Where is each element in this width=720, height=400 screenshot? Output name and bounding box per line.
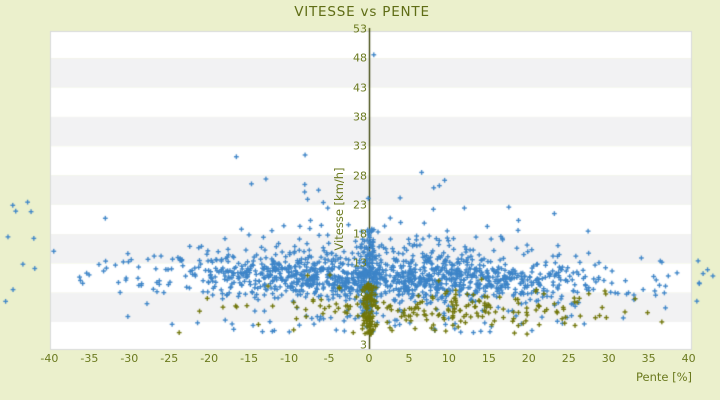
x-tick-label: 10 xyxy=(441,352,456,365)
x-tick-label: -30 xyxy=(120,352,139,365)
y-tick-label: 18 xyxy=(353,227,367,241)
y-tick-label: 48 xyxy=(353,51,367,65)
x-tick-label: 30 xyxy=(601,352,616,365)
x-tick-label: -20 xyxy=(200,352,219,365)
x-tick-label: -35 xyxy=(80,352,99,365)
y-tick-label: 43 xyxy=(353,81,367,95)
y-tick-label: 8 xyxy=(360,286,367,300)
x-tick-label: 20 xyxy=(521,352,536,365)
x-tick-label: -5 xyxy=(323,352,335,365)
x-tick-label: 25 xyxy=(561,352,576,365)
x-tick-label: 5 xyxy=(405,352,413,365)
y-tick-label: 53 xyxy=(353,22,367,36)
y-tick-label: 28 xyxy=(353,169,367,182)
x-tick-label: -15 xyxy=(240,352,259,365)
y-tick-label: 23 xyxy=(353,198,367,212)
x-tick-label: 35 xyxy=(641,352,656,365)
x-tick-label: -25 xyxy=(160,352,179,365)
y-axis-title: Vitesse [km/h] xyxy=(332,167,346,251)
x-tick-label: 0 xyxy=(365,352,373,365)
y-tick-label: 13 xyxy=(353,256,367,270)
x-axis-title: Pente [%] xyxy=(635,370,692,384)
x-tick-label: -10 xyxy=(280,352,299,365)
x-tick-label: 40 xyxy=(681,352,696,365)
y-tick-label: 33 xyxy=(353,139,367,153)
y-tick-label: 38 xyxy=(353,110,367,124)
x-tick-label: 15 xyxy=(481,352,496,365)
x-tick-label: -40 xyxy=(40,352,59,365)
y-tick-label: 3 xyxy=(360,338,367,352)
